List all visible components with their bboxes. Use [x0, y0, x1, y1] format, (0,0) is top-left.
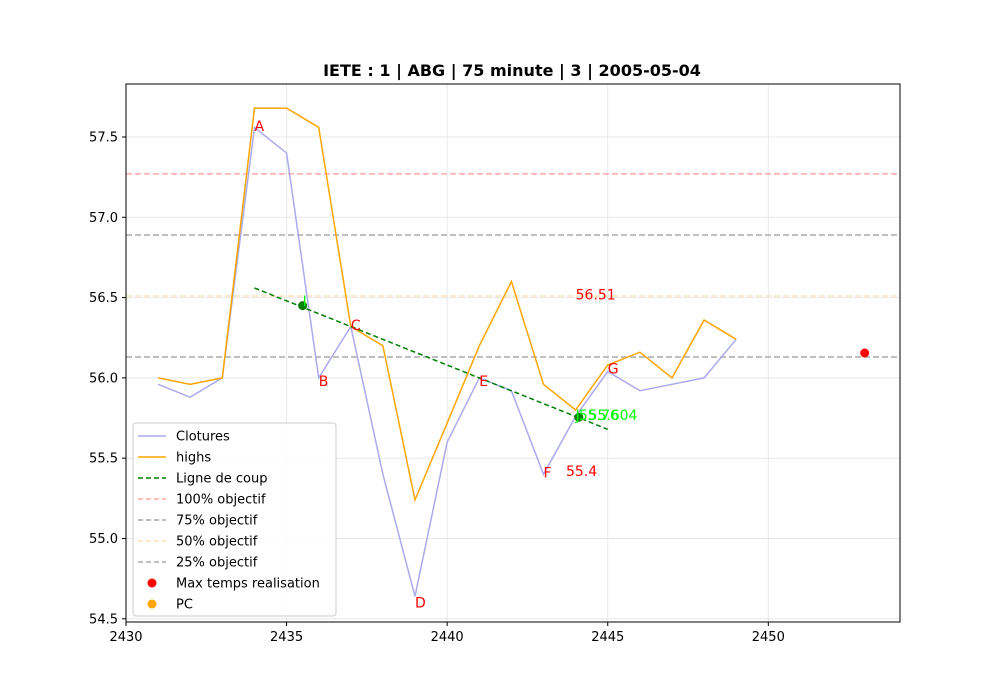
x-tick-label: 2445 — [591, 630, 624, 645]
point-annotation: D — [415, 596, 426, 612]
y-tick-label: 57.5 — [89, 130, 118, 145]
legend-label: 100% objectif — [176, 493, 266, 508]
y-tick-label: 54.5 — [89, 612, 118, 627]
marker-point — [860, 348, 870, 358]
chart-title: IETE : 1 | ABG | 75 minute | 3 | 2005-05… — [323, 61, 701, 81]
marker-point — [298, 301, 308, 311]
legend-label: highs — [176, 451, 211, 466]
legend-label: PC — [176, 598, 193, 613]
point-annotation: 55.4 — [566, 464, 597, 480]
legend-label: 75% objectif — [176, 514, 258, 529]
point-annotation: C — [351, 318, 361, 334]
point-annotation: A — [254, 119, 264, 135]
y-tick-label: 55.5 — [89, 452, 118, 467]
point-annotation: J — [575, 408, 580, 424]
point-annotation: 55.76 — [579, 408, 619, 424]
point-annotation: I — [303, 294, 307, 310]
point-annotation: B — [319, 374, 329, 390]
point-annotation: 55.604 — [588, 408, 637, 424]
legend-swatch — [147, 578, 157, 588]
point-annotation: F — [544, 466, 552, 482]
legend-label: 50% objectif — [176, 535, 258, 550]
legend-label: Max temps realisation — [176, 577, 320, 592]
series-line — [157, 107, 737, 503]
y-tick-label: 57.0 — [89, 211, 118, 226]
y-tick-label: 56.5 — [89, 291, 118, 306]
markers — [298, 301, 870, 422]
point-annotation: E — [479, 374, 488, 390]
x-tick-label: 2435 — [270, 630, 303, 645]
point-annotation: 56.51 — [576, 287, 616, 303]
legend-box — [132, 422, 337, 617]
series — [157, 107, 737, 597]
legend-label: Ligne de coup — [176, 472, 267, 487]
point-annotation: G — [608, 361, 619, 377]
legend: Clotures highs Ligne de coup 100% objectif 7… — [132, 422, 337, 617]
legend-label: 25% objectif — [176, 556, 258, 571]
legend-label: Clotures — [176, 430, 230, 445]
axes: 2430 2435 2440 2445 2450 54.5 55.0 55.5 56.0 56.5… — [89, 130, 785, 645]
y-tick-label: 55.0 — [89, 532, 118, 547]
x-tick-label: 2440 — [431, 630, 464, 645]
y-tick-label: 56.0 — [89, 371, 118, 386]
legend-swatch — [147, 599, 157, 609]
series-line — [157, 125, 737, 597]
x-tick-label: 2450 — [752, 630, 785, 645]
objective-lines — [126, 173, 900, 358]
x-tick-label: 2430 — [109, 630, 142, 645]
plot-area-frame — [125, 83, 901, 623]
marker-point — [574, 412, 584, 422]
